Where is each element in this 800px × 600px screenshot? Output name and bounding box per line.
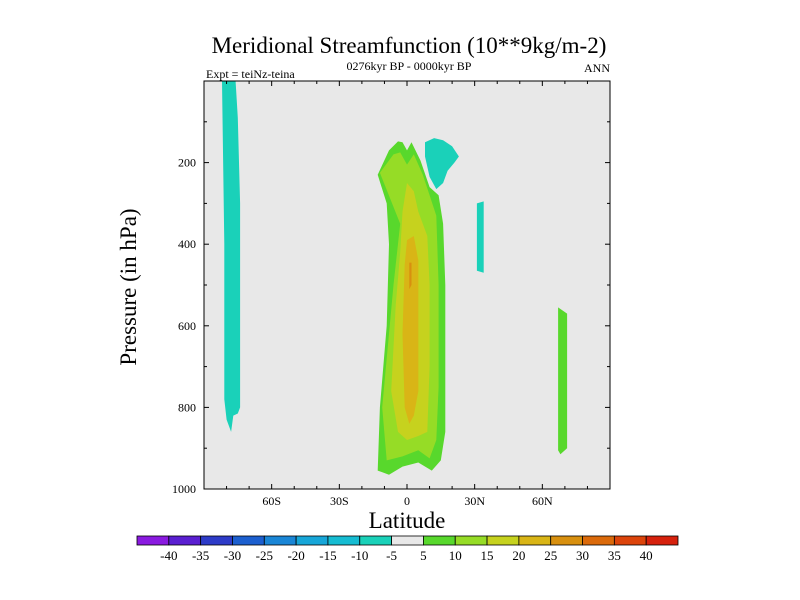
colorbar-label: 15 <box>481 548 494 563</box>
x-tick-label: 60S <box>262 494 281 508</box>
experiment-label: Expt = teiNz-teina <box>206 67 295 81</box>
x-tick-label: 60N <box>532 494 553 508</box>
y-axis-label: Pressure (in hPa) <box>116 208 141 365</box>
colorbar-label: 10 <box>449 548 462 563</box>
colorbar-label: -35 <box>192 548 209 563</box>
colorbar-swatch <box>613 535 647 546</box>
colorbar-swatch <box>486 535 520 546</box>
colorbar-swatch <box>518 535 552 546</box>
contour-region-upper-nh-negative <box>425 138 459 190</box>
contour-region-tropical-cell-20 <box>402 236 419 424</box>
x-tick-label: 0 <box>404 494 410 508</box>
colorbar-swatch <box>295 535 329 546</box>
x-axis-label: Latitude <box>369 508 446 533</box>
contour-region-nh-high-lat-positive-strip <box>558 307 568 455</box>
colorbar-label: 20 <box>512 548 525 563</box>
y-tick-label: 800 <box>178 400 196 414</box>
colorbar-label: -10 <box>351 548 368 563</box>
y-tick-label: 600 <box>178 319 196 333</box>
x-tick-label: 30N <box>464 494 485 508</box>
colorbar-label: -15 <box>319 548 336 563</box>
colorbar-label: 5 <box>420 548 427 563</box>
x-axis: 60S 30S 0 30N 60N <box>226 81 588 508</box>
colorbar-swatch <box>327 535 361 546</box>
colorbar-swatch <box>232 535 265 546</box>
contour-region-sh-high-lat-negative <box>222 81 241 432</box>
y-tick-label: 400 <box>178 237 196 251</box>
colorbar-swatch <box>168 535 202 546</box>
x-tick-label: 30S <box>330 494 349 508</box>
colorbar-swatch <box>454 535 488 546</box>
colorbar-swatch <box>582 535 615 546</box>
contour-region-nh-midlat-negative-strip <box>476 201 484 273</box>
colorbar-swatch <box>423 535 456 546</box>
plot-area <box>203 80 611 490</box>
colorbar-label: -5 <box>386 548 397 563</box>
colorbar-label: -30 <box>224 548 241 563</box>
y-tick-label: 200 <box>178 156 196 170</box>
colorbar-swatch <box>263 535 297 546</box>
colorbar-label: 30 <box>576 548 589 563</box>
colorbar-label: 25 <box>544 548 557 563</box>
colorbar-swatch <box>359 535 392 546</box>
colorbar-swatch <box>200 535 233 546</box>
colorbar-label: -20 <box>287 548 304 563</box>
colorbar-swatch <box>391 535 424 546</box>
chart-subtitle: 0276kyr BP - 0000kyr BP <box>347 59 472 73</box>
colorbar-swatch <box>645 535 679 546</box>
y-axis: 200 400 600 800 1000 <box>172 121 610 496</box>
contour-region-tropical-cell-25 <box>409 262 412 290</box>
colorbar-swatch <box>550 535 583 546</box>
colorbar-swatch <box>136 535 170 546</box>
colorbar-label: 35 <box>608 548 621 563</box>
colorbar: -40 -35 -30 -25 -20 -15 -10 -5 5 10 15 20 25 30 35 40 <box>136 535 679 563</box>
colorbar-label: -25 <box>256 548 273 563</box>
colorbar-label: -40 <box>160 548 177 563</box>
colorbar-label: 40 <box>640 548 653 563</box>
y-tick-label: 1000 <box>172 482 196 496</box>
season-label: ANN <box>584 61 610 75</box>
chart-title: Meridional Streamfunction (10**9kg/m-2) <box>212 33 607 58</box>
